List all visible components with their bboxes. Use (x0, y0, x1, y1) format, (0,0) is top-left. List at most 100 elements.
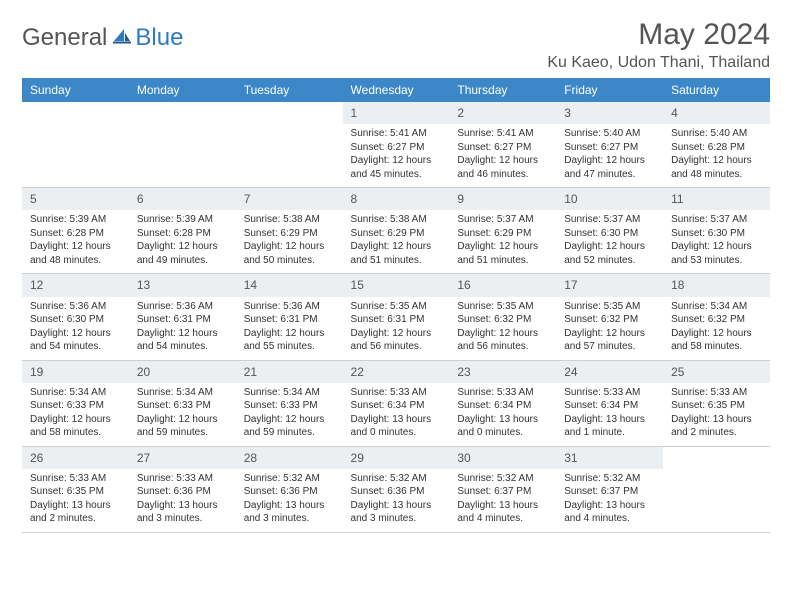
daylight-text: Daylight: 13 hours and 2 minutes. (671, 413, 762, 440)
sunset-text: Sunset: 6:33 PM (244, 399, 335, 413)
sunrise-text: Sunrise: 5:33 AM (671, 386, 762, 400)
calendar-week-row: 1Sunrise: 5:41 AMSunset: 6:27 PMDaylight… (22, 102, 770, 188)
sunset-text: Sunset: 6:34 PM (564, 399, 655, 413)
daylight-text: Daylight: 12 hours and 55 minutes. (244, 327, 335, 354)
calendar-week-row: 12Sunrise: 5:36 AMSunset: 6:30 PMDayligh… (22, 274, 770, 360)
sunset-text: Sunset: 6:33 PM (137, 399, 228, 413)
calendar-week-row: 19Sunrise: 5:34 AMSunset: 6:33 PMDayligh… (22, 360, 770, 446)
calendar-cell: 19Sunrise: 5:34 AMSunset: 6:33 PMDayligh… (22, 360, 129, 446)
day-body: Sunrise: 5:33 AMSunset: 6:36 PMDaylight:… (129, 469, 236, 532)
day-body: Sunrise: 5:36 AMSunset: 6:31 PMDaylight:… (129, 297, 236, 360)
sunset-text: Sunset: 6:37 PM (457, 485, 548, 499)
sunset-text: Sunset: 6:32 PM (564, 313, 655, 327)
day-number: 24 (556, 361, 663, 383)
daylight-text: Daylight: 12 hours and 47 minutes. (564, 154, 655, 181)
day-body: Sunrise: 5:35 AMSunset: 6:31 PMDaylight:… (343, 297, 450, 360)
day-body: Sunrise: 5:34 AMSunset: 6:32 PMDaylight:… (663, 297, 770, 360)
day-number: 14 (236, 274, 343, 296)
sunset-text: Sunset: 6:34 PM (457, 399, 548, 413)
day-number: 25 (663, 361, 770, 383)
sunrise-text: Sunrise: 5:35 AM (351, 300, 442, 314)
calendar-cell: 5Sunrise: 5:39 AMSunset: 6:28 PMDaylight… (22, 188, 129, 274)
daylight-text: Daylight: 12 hours and 48 minutes. (671, 154, 762, 181)
day-body: Sunrise: 5:33 AMSunset: 6:35 PMDaylight:… (663, 383, 770, 446)
sunset-text: Sunset: 6:34 PM (351, 399, 442, 413)
day-header: Sunday (22, 78, 129, 102)
daylight-text: Daylight: 12 hours and 53 minutes. (671, 240, 762, 267)
sunset-text: Sunset: 6:29 PM (244, 227, 335, 241)
day-body (663, 469, 770, 527)
day-body: Sunrise: 5:37 AMSunset: 6:30 PMDaylight:… (556, 210, 663, 273)
calendar-head: SundayMondayTuesdayWednesdayThursdayFrid… (22, 78, 770, 102)
sunset-text: Sunset: 6:30 PM (564, 227, 655, 241)
sunrise-text: Sunrise: 5:34 AM (30, 386, 121, 400)
day-number: 7 (236, 188, 343, 210)
day-number: 23 (449, 361, 556, 383)
day-number: 6 (129, 188, 236, 210)
calendar-cell (663, 446, 770, 532)
daylight-text: Daylight: 13 hours and 3 minutes. (244, 499, 335, 526)
day-body: Sunrise: 5:40 AMSunset: 6:27 PMDaylight:… (556, 124, 663, 187)
sunrise-text: Sunrise: 5:40 AM (564, 127, 655, 141)
sunrise-text: Sunrise: 5:33 AM (564, 386, 655, 400)
sunset-text: Sunset: 6:31 PM (351, 313, 442, 327)
day-body (129, 124, 236, 182)
day-body: Sunrise: 5:38 AMSunset: 6:29 PMDaylight:… (236, 210, 343, 273)
calendar-body: 1Sunrise: 5:41 AMSunset: 6:27 PMDaylight… (22, 102, 770, 532)
day-body: Sunrise: 5:32 AMSunset: 6:36 PMDaylight:… (343, 469, 450, 532)
day-number: 17 (556, 274, 663, 296)
sunrise-text: Sunrise: 5:32 AM (457, 472, 548, 486)
daylight-text: Daylight: 13 hours and 1 minute. (564, 413, 655, 440)
sunrise-text: Sunrise: 5:37 AM (671, 213, 762, 227)
sunset-text: Sunset: 6:27 PM (564, 141, 655, 155)
calendar-cell: 28Sunrise: 5:32 AMSunset: 6:36 PMDayligh… (236, 446, 343, 532)
day-number (129, 102, 236, 124)
day-header-row: SundayMondayTuesdayWednesdayThursdayFrid… (22, 78, 770, 102)
day-number: 10 (556, 188, 663, 210)
sunset-text: Sunset: 6:28 PM (137, 227, 228, 241)
sunset-text: Sunset: 6:32 PM (671, 313, 762, 327)
sunset-text: Sunset: 6:27 PM (351, 141, 442, 155)
day-number: 5 (22, 188, 129, 210)
day-body: Sunrise: 5:36 AMSunset: 6:30 PMDaylight:… (22, 297, 129, 360)
sunset-text: Sunset: 6:31 PM (137, 313, 228, 327)
calendar-cell: 1Sunrise: 5:41 AMSunset: 6:27 PMDaylight… (343, 102, 450, 188)
daylight-text: Daylight: 12 hours and 46 minutes. (457, 154, 548, 181)
sunset-text: Sunset: 6:36 PM (351, 485, 442, 499)
daylight-text: Daylight: 13 hours and 4 minutes. (457, 499, 548, 526)
day-body: Sunrise: 5:41 AMSunset: 6:27 PMDaylight:… (449, 124, 556, 187)
calendar-cell: 16Sunrise: 5:35 AMSunset: 6:32 PMDayligh… (449, 274, 556, 360)
day-header: Saturday (663, 78, 770, 102)
page-header: General Blue May 2024 Ku Kaeo, Udon Than… (22, 18, 770, 72)
calendar-cell: 25Sunrise: 5:33 AMSunset: 6:35 PMDayligh… (663, 360, 770, 446)
day-body: Sunrise: 5:33 AMSunset: 6:34 PMDaylight:… (449, 383, 556, 446)
daylight-text: Daylight: 12 hours and 49 minutes. (137, 240, 228, 267)
daylight-text: Daylight: 13 hours and 0 minutes. (351, 413, 442, 440)
day-body: Sunrise: 5:33 AMSunset: 6:34 PMDaylight:… (556, 383, 663, 446)
daylight-text: Daylight: 12 hours and 48 minutes. (30, 240, 121, 267)
sunset-text: Sunset: 6:36 PM (137, 485, 228, 499)
calendar-cell: 4Sunrise: 5:40 AMSunset: 6:28 PMDaylight… (663, 102, 770, 188)
day-body: Sunrise: 5:32 AMSunset: 6:37 PMDaylight:… (556, 469, 663, 532)
day-body: Sunrise: 5:40 AMSunset: 6:28 PMDaylight:… (663, 124, 770, 187)
day-number (236, 102, 343, 124)
day-body (22, 124, 129, 182)
brand-part1: General (22, 24, 107, 52)
sunrise-text: Sunrise: 5:34 AM (137, 386, 228, 400)
sunrise-text: Sunrise: 5:32 AM (244, 472, 335, 486)
day-number: 22 (343, 361, 450, 383)
sunset-text: Sunset: 6:30 PM (671, 227, 762, 241)
calendar-cell: 3Sunrise: 5:40 AMSunset: 6:27 PMDaylight… (556, 102, 663, 188)
calendar-cell: 20Sunrise: 5:34 AMSunset: 6:33 PMDayligh… (129, 360, 236, 446)
day-body: Sunrise: 5:38 AMSunset: 6:29 PMDaylight:… (343, 210, 450, 273)
sunset-text: Sunset: 6:30 PM (30, 313, 121, 327)
day-body: Sunrise: 5:39 AMSunset: 6:28 PMDaylight:… (129, 210, 236, 273)
day-number: 8 (343, 188, 450, 210)
daylight-text: Daylight: 12 hours and 51 minutes. (457, 240, 548, 267)
day-body: Sunrise: 5:32 AMSunset: 6:37 PMDaylight:… (449, 469, 556, 532)
sunset-text: Sunset: 6:35 PM (671, 399, 762, 413)
location-subtitle: Ku Kaeo, Udon Thani, Thailand (547, 54, 770, 72)
calendar-cell: 21Sunrise: 5:34 AMSunset: 6:33 PMDayligh… (236, 360, 343, 446)
calendar-cell: 22Sunrise: 5:33 AMSunset: 6:34 PMDayligh… (343, 360, 450, 446)
sunrise-text: Sunrise: 5:33 AM (137, 472, 228, 486)
